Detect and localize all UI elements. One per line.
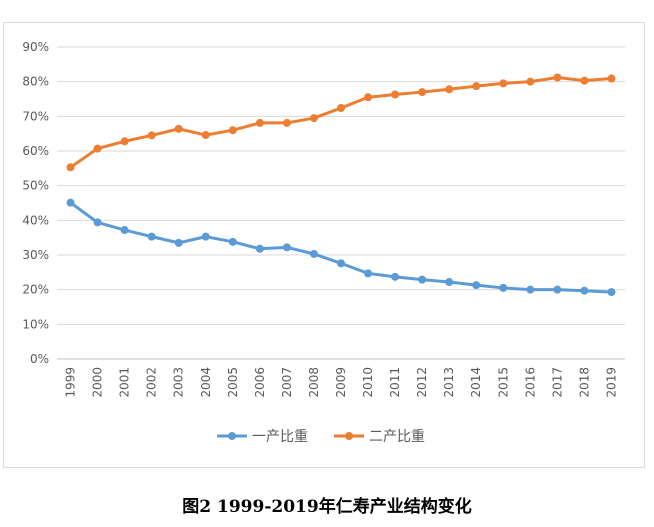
x-tick-label: 2006 [253, 367, 267, 398]
y-tick-label: 0% [30, 352, 49, 366]
data-point [228, 237, 237, 246]
data-point [553, 285, 562, 294]
line-chart: 0% 10% 20% 30% 40% 50% 60% 70% 80% 90% 1999 2000 20… [22, 40, 625, 445]
data-point [580, 76, 589, 85]
x-tick-label: 2014 [469, 367, 483, 398]
legend-label: 一产比重 [252, 429, 308, 445]
x-tick-label: 2007 [280, 367, 294, 398]
series-2 [66, 73, 616, 172]
x-tick-label: 1999 [64, 367, 78, 398]
x-tick-label: 2016 [523, 367, 537, 398]
x-tick-label: 2019 [604, 367, 618, 398]
data-point [120, 137, 129, 146]
x-tick-label: 2009 [334, 367, 348, 398]
data-point [201, 232, 210, 241]
chart-frame: 0% 10% 20% 30% 40% 50% 60% 70% 80% 90% 1999 2000 20… [3, 22, 645, 468]
data-point [309, 249, 318, 258]
x-tick-label: 2000 [91, 367, 105, 398]
x-tick-label: 2004 [199, 367, 213, 398]
x-tick-label: 2010 [361, 367, 375, 398]
x-tick-label: 2001 [118, 367, 132, 398]
data-point [255, 118, 264, 127]
data-point [445, 278, 454, 287]
data-point [337, 104, 345, 113]
x-tick-label: 2011 [388, 367, 402, 398]
data-point [418, 275, 427, 284]
data-point [309, 114, 318, 123]
data-point [66, 198, 75, 207]
data-point [337, 259, 345, 268]
y-tick-label: 80% [22, 75, 49, 89]
data-point [147, 232, 156, 241]
y-tick-label: 50% [22, 179, 49, 193]
series-line [69, 76, 613, 169]
y-tick-label: 20% [22, 283, 49, 297]
y-tick-label: 90% [22, 40, 49, 54]
data-point [607, 288, 616, 297]
data-point [607, 74, 616, 83]
figure-caption: 图2 1999-2019年仁寿产业结构变化 [182, 497, 472, 517]
data-point [120, 226, 129, 235]
legend: 一产比重 二产比重 [217, 429, 425, 445]
data-point [580, 286, 589, 295]
y-tick-label: 60% [22, 144, 49, 158]
x-tick-label: 2008 [307, 367, 321, 398]
x-tick-label: 2005 [226, 367, 240, 398]
data-point [93, 218, 102, 227]
data-point [66, 163, 75, 172]
y-tick-label: 30% [22, 248, 49, 262]
legend-item: 一产比重 [217, 429, 308, 445]
data-point [553, 73, 562, 82]
data-point [147, 131, 156, 140]
data-point [364, 93, 373, 102]
grid-lines [57, 46, 625, 360]
x-tick-label: 2012 [415, 367, 429, 398]
data-point [282, 118, 291, 127]
series-line [69, 201, 613, 294]
series-1 [66, 198, 616, 297]
data-point [526, 77, 535, 86]
legend-item: 二产比重 [334, 429, 425, 445]
y-tick-label: 40% [22, 213, 49, 227]
x-tick-label: 2015 [496, 367, 510, 398]
data-point [499, 79, 508, 88]
data-point [255, 244, 264, 253]
legend-label: 二产比重 [369, 429, 425, 445]
data-point [228, 126, 237, 135]
series-layer [66, 73, 616, 297]
y-tick-label: 10% [22, 317, 49, 331]
data-point [201, 131, 210, 140]
data-point [282, 243, 291, 252]
x-tick-label: 2013 [442, 367, 456, 398]
data-point [445, 85, 454, 94]
y-axis-ticks: 0% 10% 20% 30% 40% 50% 60% 70% 80% 90% [22, 40, 49, 366]
data-point [418, 88, 427, 97]
data-point [526, 285, 535, 294]
data-point [391, 272, 400, 281]
data-point [93, 144, 102, 153]
legend-marker [345, 432, 353, 440]
x-tick-label: 2002 [145, 367, 159, 398]
x-axis-ticks: 1999 2000 2001 2002 2003 2004 2005 2006 2007 2008… [64, 367, 619, 398]
data-point [391, 90, 400, 99]
x-tick-label: 2017 [550, 367, 564, 398]
y-tick-label: 70% [22, 109, 49, 123]
x-tick-label: 2003 [172, 367, 186, 398]
data-point [364, 269, 373, 278]
data-point [174, 238, 183, 247]
x-tick-label: 2018 [577, 367, 591, 398]
data-point [472, 281, 481, 290]
data-point [472, 82, 481, 91]
data-point [499, 283, 508, 292]
data-point [174, 124, 183, 133]
legend-marker [228, 432, 236, 440]
